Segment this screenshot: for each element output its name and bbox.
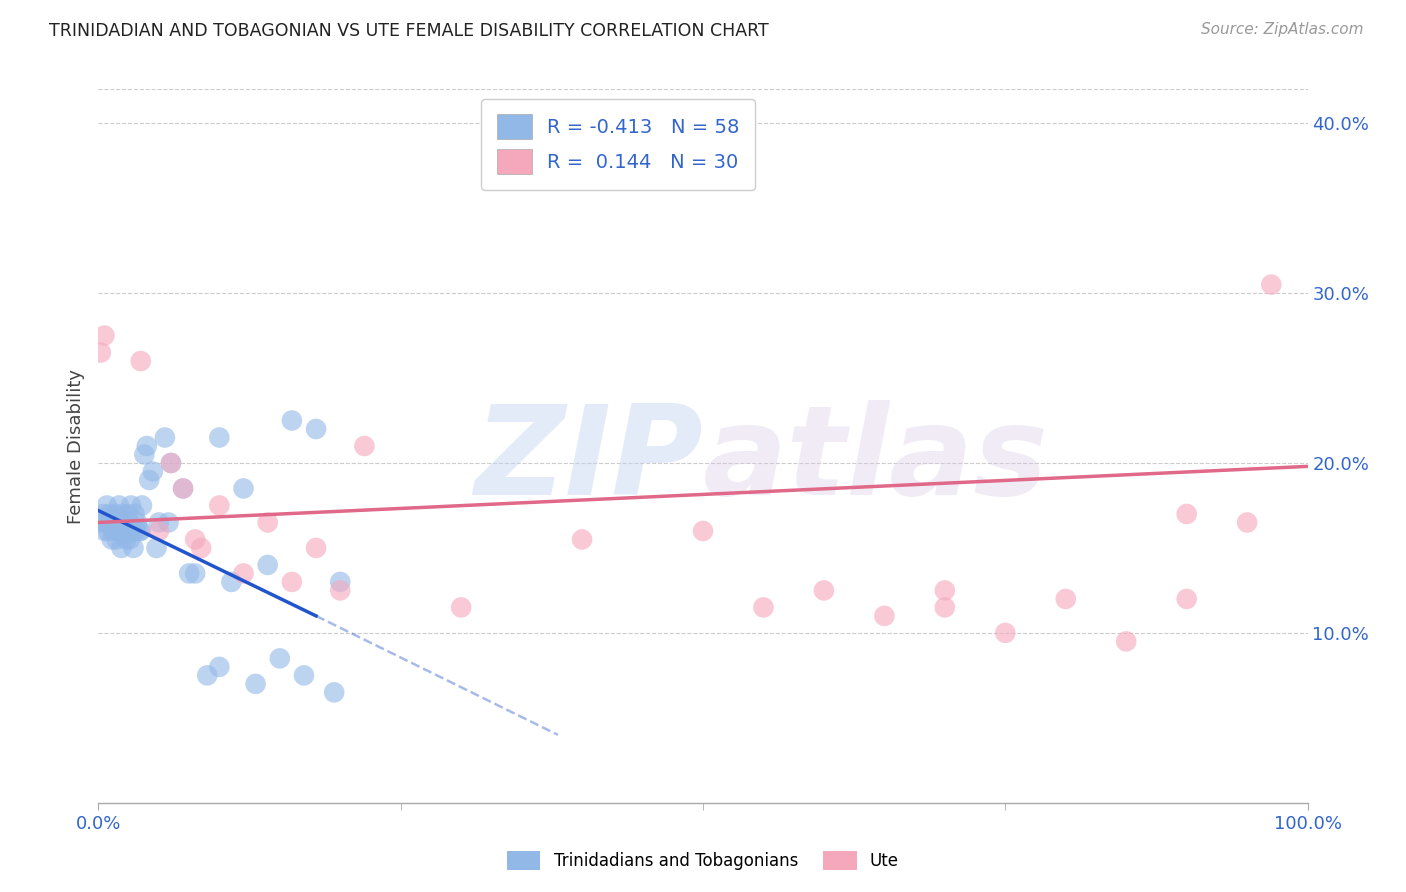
Point: [179, 566, 201, 581]
Point: [94, 516, 117, 530]
Point: [305, 541, 328, 555]
Text: TRINIDADIAN AND TOBAGONIAN VS UTE FEMALE DISABILITY CORRELATION CHART: TRINIDADIAN AND TOBAGONIAN VS UTE FEMALE…: [49, 22, 769, 40]
Point: [353, 439, 375, 453]
Point: [104, 507, 127, 521]
Point: [153, 430, 176, 444]
Point: [100, 533, 122, 547]
Point: [148, 524, 170, 538]
Point: [142, 465, 165, 479]
Legend: R = -0.413   N = 58, R =  0.144   N = 30: R = -0.413 N = 58, R = 0.144 N = 30: [481, 99, 755, 190]
Point: [138, 473, 160, 487]
Point: [208, 430, 231, 444]
Point: [329, 574, 352, 589]
Point: [184, 566, 207, 581]
Point: [115, 533, 138, 547]
Point: [131, 499, 153, 513]
Point: [232, 482, 254, 496]
Point: [121, 524, 143, 538]
Text: ZIP: ZIP: [474, 400, 703, 521]
Point: [160, 456, 183, 470]
Point: [91, 507, 114, 521]
Point: [110, 541, 132, 555]
Point: [111, 507, 134, 521]
Point: [305, 422, 328, 436]
Point: [129, 354, 152, 368]
Point: [281, 574, 304, 589]
Point: [100, 516, 122, 530]
Point: [129, 524, 152, 538]
Point: [245, 677, 267, 691]
Point: [256, 558, 278, 572]
Point: [281, 413, 304, 427]
Point: [450, 600, 472, 615]
Point: [93, 524, 115, 538]
Point: [98, 507, 121, 521]
Text: Source: ZipAtlas.com: Source: ZipAtlas.com: [1201, 22, 1364, 37]
Point: [96, 499, 118, 513]
Point: [1175, 507, 1198, 521]
Point: [145, 541, 167, 555]
Point: [124, 507, 146, 521]
Point: [160, 456, 183, 470]
Point: [208, 499, 231, 513]
Point: [128, 524, 150, 538]
Point: [208, 660, 231, 674]
Point: [232, 566, 254, 581]
Point: [118, 533, 141, 547]
Point: [1175, 591, 1198, 606]
Point: [91, 516, 114, 530]
Point: [934, 600, 956, 615]
Point: [692, 524, 714, 538]
Point: [1236, 516, 1258, 530]
Point: [994, 626, 1017, 640]
Point: [752, 600, 775, 615]
Point: [135, 439, 157, 453]
Point: [112, 524, 135, 538]
Point: [172, 482, 194, 496]
Point: [127, 516, 149, 530]
Point: [269, 651, 291, 665]
Point: [256, 516, 278, 530]
Point: [1260, 277, 1282, 292]
Text: atlas: atlas: [703, 400, 1049, 521]
Point: [114, 516, 136, 530]
Point: [172, 482, 194, 496]
Point: [323, 685, 346, 699]
Point: [1054, 591, 1077, 606]
Point: [148, 516, 170, 530]
Point: [118, 516, 141, 530]
Point: [292, 668, 315, 682]
Point: [120, 499, 142, 513]
Point: [90, 345, 112, 359]
Y-axis label: Female Disability: Female Disability: [66, 368, 84, 524]
Point: [813, 583, 835, 598]
Legend: Trinidadians and Tobagonians, Ute: Trinidadians and Tobagonians, Ute: [501, 844, 905, 877]
Point: [134, 448, 156, 462]
Point: [117, 507, 139, 521]
Point: [108, 499, 131, 513]
Point: [105, 533, 128, 547]
Point: [329, 583, 352, 598]
Point: [93, 328, 115, 343]
Point: [195, 668, 218, 682]
Point: [873, 608, 896, 623]
Point: [1115, 634, 1137, 648]
Point: [571, 533, 593, 547]
Point: [157, 516, 180, 530]
Point: [125, 524, 148, 538]
Point: [97, 524, 120, 538]
Point: [108, 516, 131, 530]
Point: [184, 533, 207, 547]
Point: [934, 583, 956, 598]
Point: [101, 524, 124, 538]
Point: [122, 541, 145, 555]
Point: [107, 524, 129, 538]
Point: [103, 516, 125, 530]
Point: [221, 574, 243, 589]
Point: [190, 541, 212, 555]
